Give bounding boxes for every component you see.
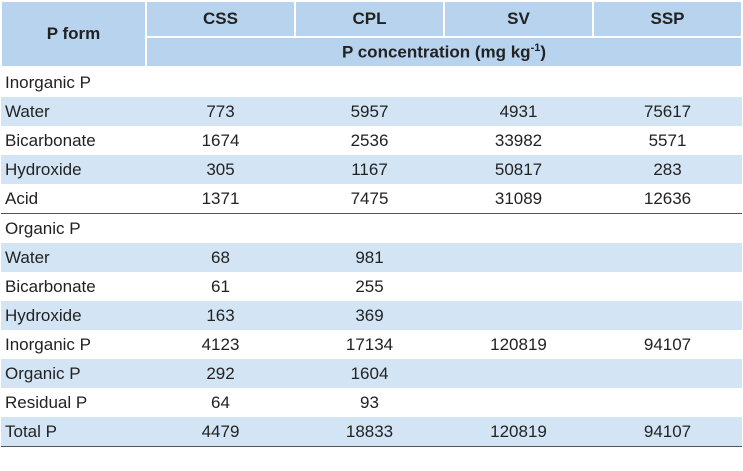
unit-text: P concentration (mg kg bbox=[341, 42, 531, 62]
cell-value: 1167 bbox=[295, 155, 444, 184]
cell-value: 17134 bbox=[345, 334, 394, 354]
row-label: Hydroxide bbox=[1, 301, 146, 330]
cell-value: 981 bbox=[295, 243, 444, 272]
data-row: Bicarbonate 61 255 bbox=[1, 272, 742, 301]
cell-value: 61 bbox=[211, 276, 230, 296]
empty-cell bbox=[593, 213, 742, 243]
cell-value: 2536 bbox=[350, 130, 389, 150]
header-row: P concentration (mg kg-1) bbox=[1, 36, 743, 68]
empty-cell bbox=[444, 388, 593, 417]
empty-cell bbox=[593, 359, 742, 388]
data-row: Total P 4479 18833 120819 94107 bbox=[1, 417, 742, 447]
row-label: Water bbox=[1, 97, 146, 126]
empty-cell bbox=[444, 301, 593, 330]
section-row: Inorganic P bbox=[1, 67, 742, 97]
row-label: Hydroxide bbox=[1, 155, 146, 184]
cell-value: 33982 bbox=[494, 130, 543, 150]
row-label: Bicarbonate bbox=[5, 276, 96, 296]
cell-value: 1371 bbox=[201, 188, 240, 208]
cell-value: 93 bbox=[360, 392, 379, 412]
table-header: P form CSS CPL SV SSP P concentration (mg k… bbox=[0, 0, 743, 68]
empty-cell bbox=[593, 301, 742, 330]
data-table: P form CSS CPL SV SSP P concentration (mg k… bbox=[0, 0, 743, 447]
data-row: Bicarbonate 1674 2536 33982 5571 bbox=[1, 126, 742, 155]
row-label: Bicarbonate bbox=[5, 130, 96, 150]
empty-cell bbox=[295, 67, 444, 97]
cell-value: 12636 bbox=[643, 188, 692, 208]
unit-header: P concentration (mg kg-1) bbox=[145, 36, 743, 68]
cell-value: 75617 bbox=[593, 97, 742, 126]
empty-cell bbox=[146, 67, 295, 97]
cell-value: 120819 bbox=[490, 334, 547, 354]
cell-value: 50817 bbox=[444, 155, 593, 184]
empty-cell bbox=[444, 67, 593, 97]
empty-cell bbox=[593, 243, 742, 272]
empty-cell bbox=[295, 213, 444, 243]
data-row: Residual P 64 93 bbox=[1, 388, 742, 417]
row-label: Water bbox=[1, 243, 146, 272]
data-row: Acid 1371 7475 31089 12636 bbox=[1, 184, 742, 214]
cell-value: 255 bbox=[355, 276, 384, 296]
header-row: P form CSS CPL SV SSP bbox=[0, 0, 743, 68]
cell-value: 773 bbox=[146, 97, 295, 126]
cell-value: 64 bbox=[211, 392, 230, 412]
cell-value: 5571 bbox=[648, 130, 687, 150]
cell-value: 283 bbox=[593, 155, 742, 184]
cell-value: 1604 bbox=[295, 359, 444, 388]
table-body: Inorganic P Water 773 5957 4931 75617 Bicarbon… bbox=[1, 67, 742, 447]
cell-value: 4123 bbox=[201, 334, 240, 354]
cell-value: 31089 bbox=[494, 188, 543, 208]
empty-cell bbox=[444, 272, 593, 301]
row-label: Inorganic P bbox=[5, 72, 91, 92]
cell-value: 4931 bbox=[444, 97, 593, 126]
column-header: CPL bbox=[294, 0, 445, 38]
row-label: Inorganic P bbox=[5, 334, 91, 354]
empty-cell bbox=[146, 213, 295, 243]
cell-value: 94107 bbox=[593, 417, 742, 447]
empty-cell bbox=[593, 388, 742, 417]
row-label: Organic P bbox=[1, 359, 146, 388]
cell-value: 94107 bbox=[643, 334, 692, 354]
row-label: Total P bbox=[1, 417, 146, 447]
data-row: Water 773 5957 4931 75617 bbox=[1, 97, 742, 126]
cell-value: 68 bbox=[146, 243, 295, 272]
empty-cell bbox=[444, 213, 593, 243]
data-row: Organic P 292 1604 bbox=[1, 359, 742, 388]
cell-value: 18833 bbox=[295, 417, 444, 447]
data-row: Hydroxide 163 369 bbox=[1, 301, 742, 330]
cell-value: 369 bbox=[295, 301, 444, 330]
cell-value: 1674 bbox=[201, 130, 240, 150]
cell-value: 163 bbox=[146, 301, 295, 330]
column-header: SV bbox=[443, 0, 594, 38]
data-row: Hydroxide 305 1167 50817 283 bbox=[1, 155, 742, 184]
cell-value: 4479 bbox=[146, 417, 295, 447]
cell-value: 7475 bbox=[350, 188, 389, 208]
row-label-header: P form bbox=[0, 0, 147, 68]
empty-cell bbox=[593, 272, 742, 301]
cell-value: 292 bbox=[146, 359, 295, 388]
cell-value: 120819 bbox=[444, 417, 593, 447]
cell-value: 305 bbox=[146, 155, 295, 184]
row-label: Residual P bbox=[5, 392, 88, 412]
empty-cell bbox=[444, 243, 593, 272]
row-label: Organic P bbox=[1, 213, 146, 243]
unit-tail: ) bbox=[540, 42, 547, 62]
data-row: Inorganic P 4123 17134 120819 94107 bbox=[1, 330, 742, 359]
empty-cell bbox=[444, 359, 593, 388]
row-label: Acid bbox=[5, 188, 39, 208]
data-row: Water 68 981 bbox=[1, 243, 742, 272]
empty-cell bbox=[593, 67, 742, 97]
section-row: Organic P bbox=[1, 213, 742, 243]
column-header: CSS bbox=[145, 0, 296, 38]
cell-value: 5957 bbox=[295, 97, 444, 126]
column-header: SSP bbox=[592, 0, 743, 38]
unit-superscript: -1 bbox=[530, 41, 541, 54]
